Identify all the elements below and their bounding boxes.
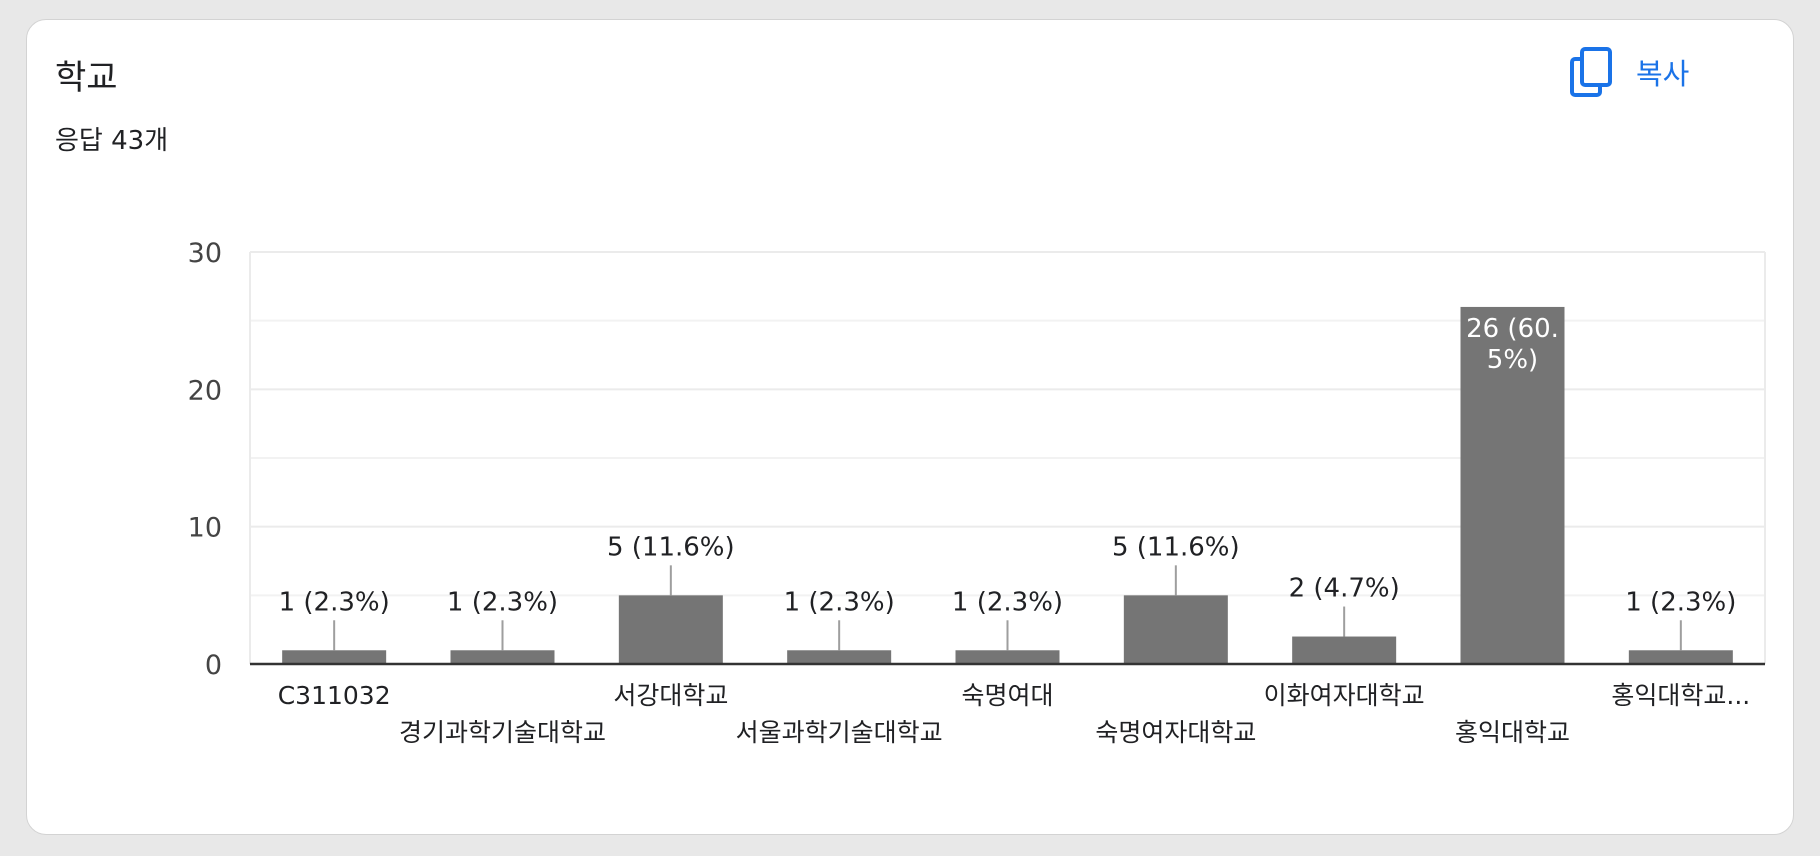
- x-tick-label: 서울과학기술대학교: [736, 718, 943, 747]
- y-tick-label: 10: [188, 513, 222, 544]
- data-label: 1 (2.3%): [1625, 587, 1736, 617]
- x-tick-label: 홍익대학교: [1455, 718, 1570, 747]
- x-tick-label: 서강대학교: [613, 681, 728, 710]
- bar: [1292, 636, 1397, 664]
- bar: [618, 595, 723, 664]
- x-tick-label: 홍익대학교...: [1611, 681, 1750, 710]
- data-label: 5 (11.6%): [607, 532, 735, 562]
- data-label: 1 (2.3%): [784, 587, 895, 617]
- data-label: 5 (11.6%): [1112, 532, 1240, 562]
- response-count: 응답 43개: [55, 126, 169, 156]
- bar: [282, 650, 387, 664]
- data-label: 26 (60. 5%): [1466, 314, 1559, 375]
- bar: [1123, 595, 1228, 664]
- bar: [955, 650, 1060, 664]
- copy-icon: [1570, 47, 1612, 97]
- x-tick-label: 숙명여자대학교: [1095, 718, 1256, 747]
- x-tick-label: 숙명여대: [961, 681, 1053, 710]
- data-label: 1 (2.3%): [279, 587, 390, 617]
- data-label: 2 (4.7%): [1289, 574, 1400, 604]
- y-tick-label: 0: [205, 650, 222, 681]
- x-tick-label: 경기과학기술대학교: [399, 718, 606, 747]
- question-title: 학교: [55, 58, 118, 98]
- bar: [1460, 306, 1565, 664]
- y-tick-label: 20: [188, 375, 222, 406]
- x-tick-label: 이화여자대학교: [1264, 681, 1425, 710]
- bar: [450, 650, 555, 664]
- copy-button[interactable]: 복사: [1570, 42, 1689, 102]
- x-tick-label: C311032: [278, 681, 391, 710]
- bar: [787, 650, 892, 664]
- bar: [1628, 650, 1733, 664]
- y-tick-label: 30: [188, 238, 222, 269]
- data-label: 1 (2.3%): [952, 587, 1063, 617]
- copy-button-label: 복사: [1636, 57, 1690, 91]
- data-label: 1 (2.3%): [447, 587, 558, 617]
